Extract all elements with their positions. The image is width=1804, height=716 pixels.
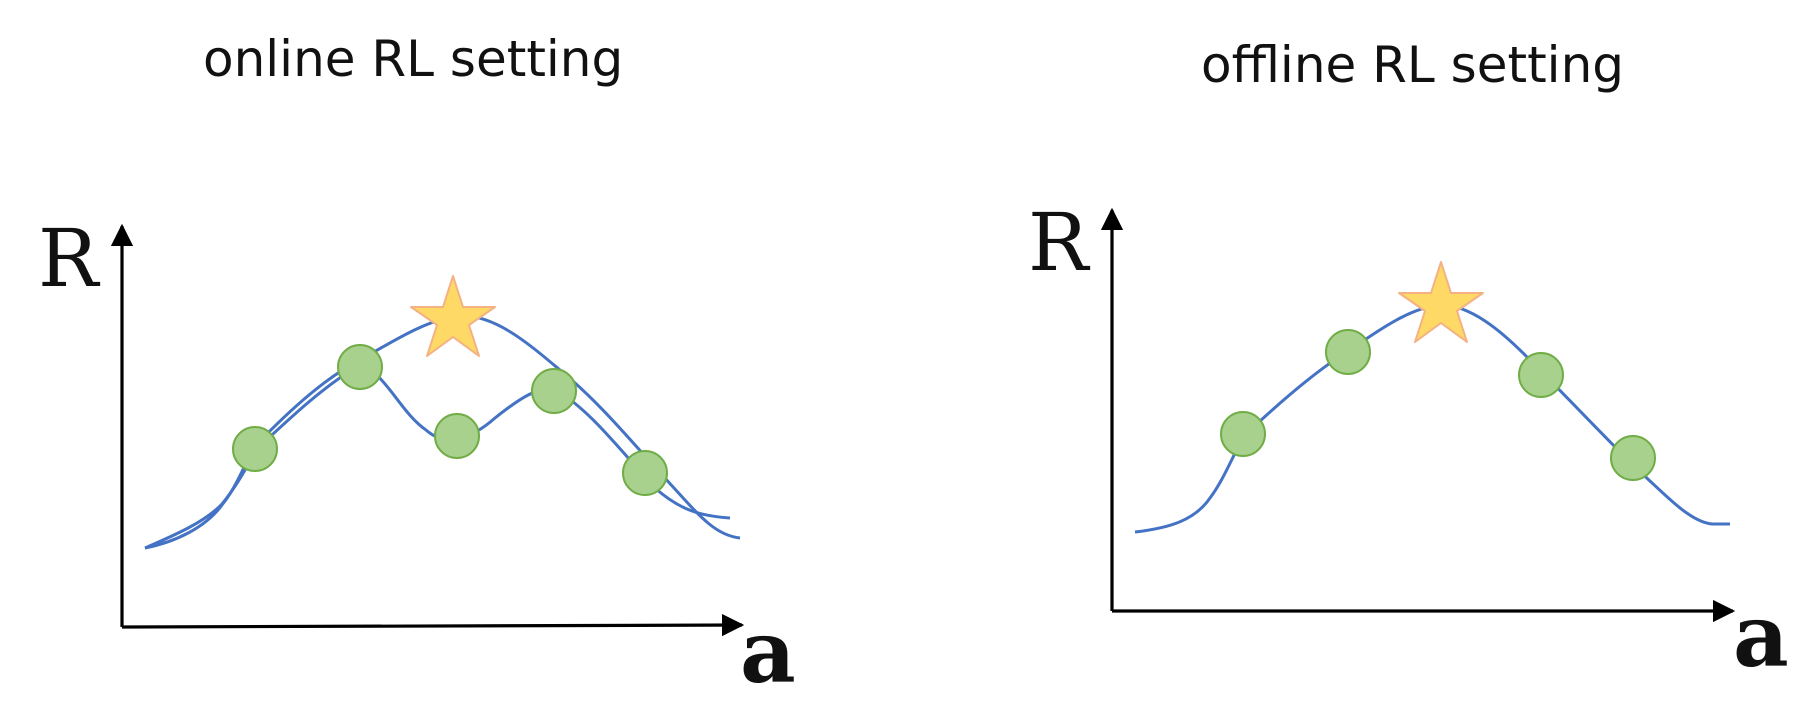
- offline-rl-title: offline RL setting: [1201, 36, 1624, 94]
- online-y-axis-label: R: [38, 212, 101, 305]
- online-data-point: [622, 450, 668, 496]
- online-fitted-curve: [144, 363, 731, 550]
- offline-data-point: [1325, 329, 1371, 375]
- online-x-axis: [121, 613, 745, 637]
- online-data-point: [434, 413, 480, 459]
- online-rl-title: online RL setting: [203, 30, 624, 88]
- online-panel: R a: [38, 212, 796, 703]
- offline-star-icon: [1398, 261, 1484, 343]
- offline-reward-curve: [1134, 303, 1730, 534]
- offline-x-axis-label: a: [1733, 586, 1789, 687]
- offline-y-axis-label: R: [1028, 196, 1091, 289]
- offline-data-point: [1518, 352, 1564, 398]
- online-star-icon: [410, 275, 496, 357]
- offline-data-point: [1220, 411, 1266, 457]
- online-x-axis-label: a: [740, 602, 796, 703]
- online-data-point: [337, 344, 383, 390]
- online-data-point: [232, 426, 278, 472]
- online-data-point: [531, 368, 577, 414]
- offline-data-point: [1610, 435, 1656, 481]
- offline-panel: R a: [1028, 196, 1789, 687]
